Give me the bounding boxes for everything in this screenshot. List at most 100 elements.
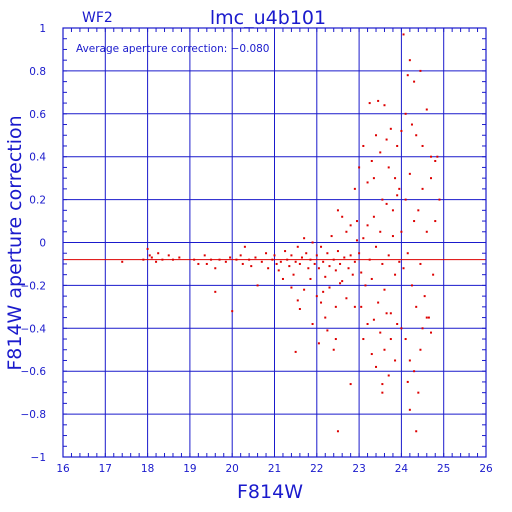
data-point	[294, 350, 297, 353]
data-point	[381, 391, 384, 394]
data-point	[413, 220, 416, 223]
data-point	[178, 256, 181, 259]
y-tick-label: 0	[39, 238, 46, 250]
data-point	[434, 220, 437, 223]
data-point	[360, 271, 363, 274]
data-point	[315, 254, 318, 257]
data-point	[415, 134, 418, 137]
data-point	[421, 144, 424, 147]
data-point	[404, 338, 407, 341]
data-point	[328, 265, 331, 268]
data-point	[205, 262, 208, 265]
data-point	[432, 273, 435, 276]
data-point	[394, 273, 397, 276]
data-point	[334, 338, 337, 341]
data-point	[243, 245, 246, 248]
x-tick-label: 23	[352, 463, 365, 475]
data-point	[400, 129, 403, 132]
data-point	[425, 108, 428, 111]
data-point	[353, 260, 356, 263]
data-point	[322, 290, 325, 293]
data-point	[387, 374, 390, 377]
data-point	[379, 151, 382, 154]
data-point	[413, 80, 416, 83]
data-point	[417, 209, 420, 212]
data-point	[385, 312, 388, 315]
data-point	[430, 155, 433, 158]
y-tick-label: −0.2	[21, 280, 47, 292]
data-point	[415, 430, 418, 433]
data-point	[256, 284, 259, 287]
grid-lines	[62, 27, 487, 458]
data-point	[294, 260, 297, 263]
data-point	[298, 262, 301, 265]
data-point	[155, 260, 158, 263]
data-point	[336, 209, 339, 212]
x-tick-label: 20	[226, 463, 239, 475]
data-point	[396, 194, 399, 197]
data-point	[402, 33, 405, 36]
data-point	[394, 359, 397, 362]
data-point	[381, 262, 384, 265]
data-point	[381, 198, 384, 201]
y-tick-label: −1	[31, 452, 46, 464]
data-point	[389, 312, 392, 315]
y-tick-label: −0.8	[21, 409, 47, 421]
data-point	[417, 391, 420, 394]
data-point	[239, 254, 242, 257]
data-point	[345, 230, 348, 233]
data-point	[389, 338, 392, 341]
data-point	[427, 316, 430, 319]
data-point	[292, 273, 295, 276]
data-point	[383, 288, 386, 291]
data-point	[326, 329, 329, 332]
x-tick-label: 24	[395, 463, 409, 475]
data-point	[265, 252, 268, 255]
tick-marks	[62, 27, 487, 458]
data-point	[385, 202, 388, 205]
data-point	[366, 224, 369, 227]
data-point	[394, 177, 397, 180]
data-point	[241, 262, 244, 265]
data-point	[231, 310, 234, 313]
x-tick-label: 21	[268, 463, 281, 475]
data-point	[320, 245, 323, 248]
data-point	[275, 262, 278, 265]
data-point	[396, 144, 399, 147]
data-point	[358, 166, 361, 169]
data-point	[330, 235, 333, 238]
data-point	[438, 198, 441, 201]
x-tick-label: 19	[183, 463, 196, 475]
x-tick-label: 25	[437, 463, 450, 475]
data-point	[349, 254, 352, 257]
data-point	[410, 123, 413, 126]
data-point	[366, 181, 369, 184]
x-tick-label: 22	[310, 463, 323, 475]
data-point	[279, 260, 282, 263]
data-point	[413, 370, 416, 373]
data-point	[157, 252, 160, 255]
data-point	[423, 295, 426, 298]
data-point	[305, 252, 308, 255]
data-point	[421, 327, 424, 330]
data-point	[370, 159, 373, 162]
data-point	[150, 256, 153, 259]
data-point	[406, 252, 409, 255]
data-point	[387, 254, 390, 257]
average-annotation: Average aperture correction: −0.080	[76, 43, 269, 55]
x-tick-labels: 16 17 18 19 20 21 22 23 24 25 26	[56, 463, 493, 475]
data-point	[313, 262, 316, 265]
data-point	[336, 430, 339, 433]
y-tick-label: −0.4	[21, 323, 47, 335]
data-point	[349, 383, 352, 386]
data-point	[343, 256, 346, 259]
data-point	[296, 245, 299, 248]
data-point	[425, 316, 428, 319]
y-tick-label: 0.4	[29, 152, 46, 164]
data-point	[425, 230, 428, 233]
data-point	[430, 177, 433, 180]
data-point	[355, 220, 358, 223]
data-point	[290, 286, 293, 289]
data-point	[339, 282, 342, 285]
y-tick-labels: −1 −0.8 −0.6 −0.4 −0.2 0 0.2 0.4 0.6 0.8 1	[21, 23, 47, 464]
